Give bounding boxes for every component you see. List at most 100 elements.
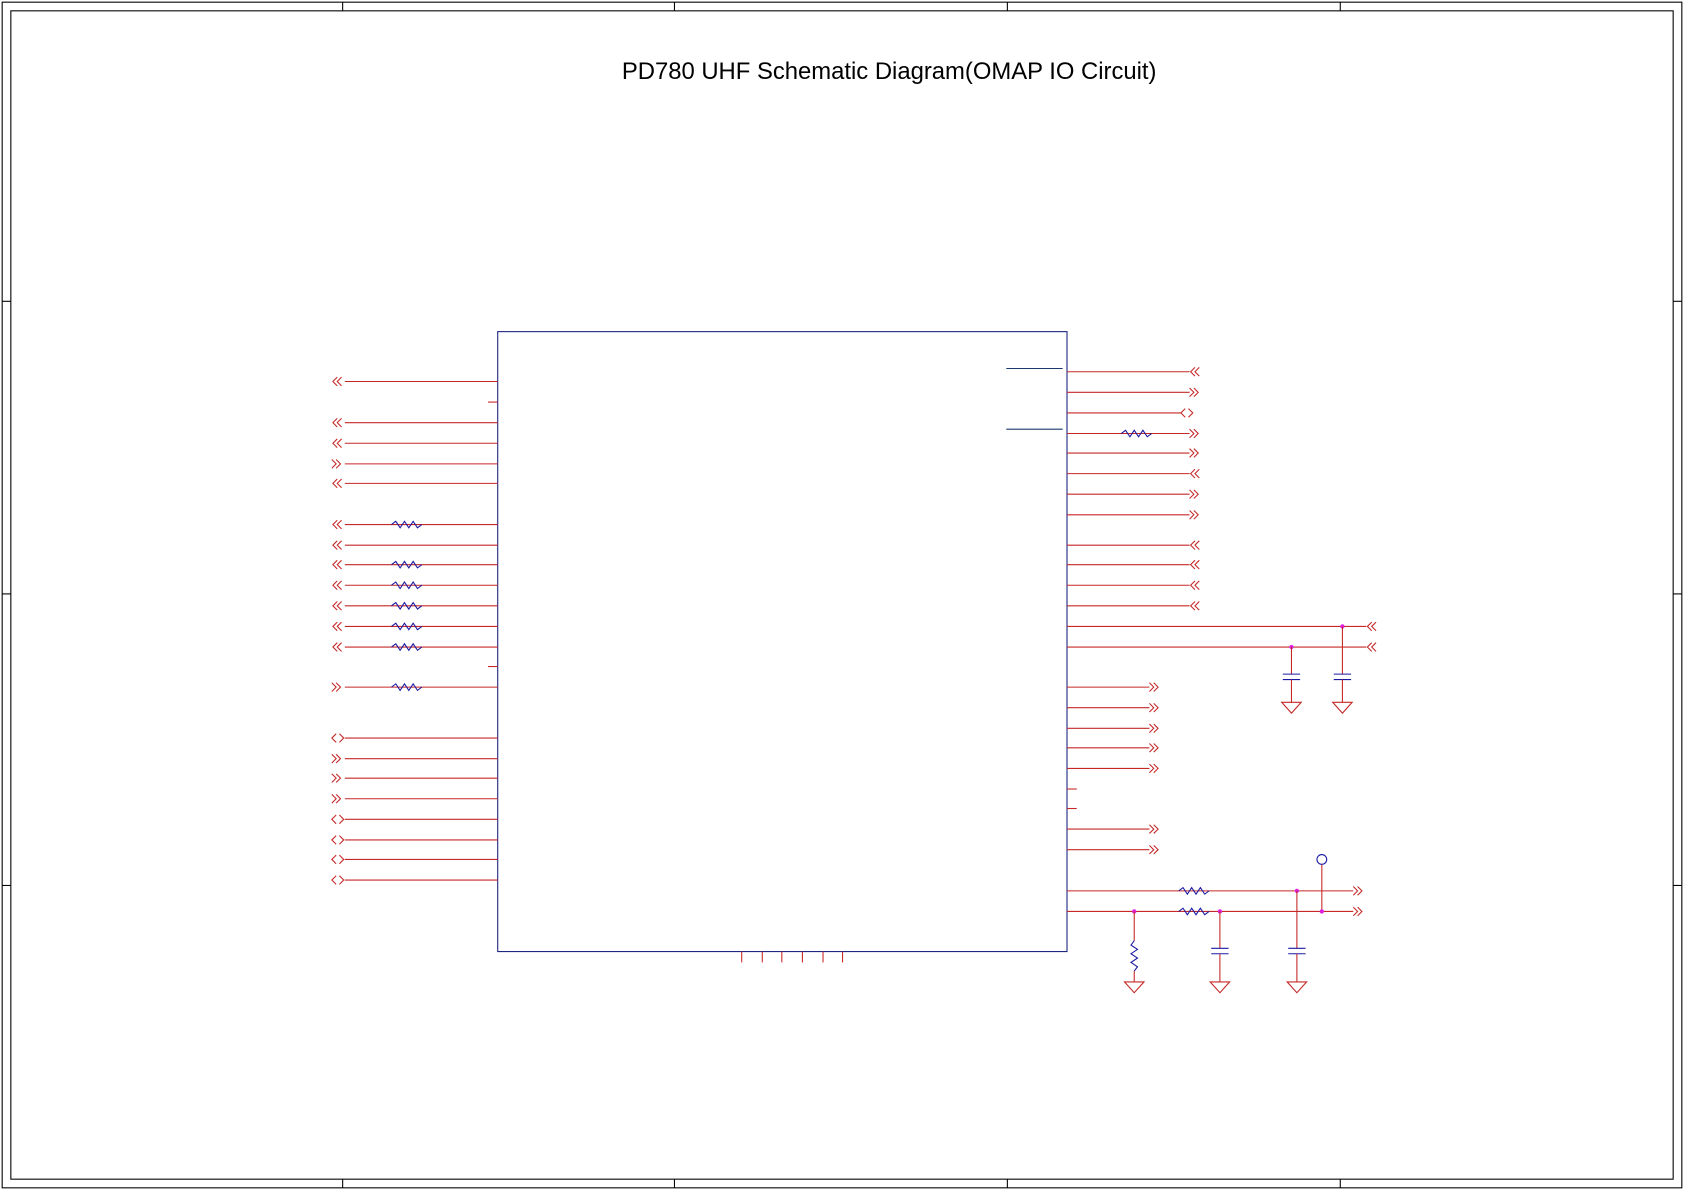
- resistor: [391, 581, 423, 590]
- port: [332, 621, 338, 632]
- port: [1193, 510, 1199, 520]
- ground: [1331, 701, 1354, 714]
- port: [335, 682, 342, 692]
- port: [1194, 559, 1200, 570]
- port: [1189, 448, 1195, 458]
- port: [1149, 702, 1155, 713]
- ground: [1285, 981, 1308, 994]
- port: [1153, 763, 1159, 774]
- title: PD780 UHF Schematic Diagram(OMAP IO Circ…: [622, 58, 1157, 85]
- port: [331, 854, 337, 865]
- port: [336, 417, 342, 428]
- port: [332, 478, 338, 489]
- port: [331, 814, 337, 825]
- port: [1194, 367, 1200, 377]
- junction: [1319, 909, 1324, 914]
- port: [336, 519, 342, 530]
- port: [1352, 886, 1359, 896]
- port: [1149, 743, 1155, 753]
- port: [339, 835, 345, 845]
- port: [1189, 510, 1195, 520]
- port: [1366, 621, 1373, 632]
- port: [331, 835, 337, 845]
- port: [1193, 428, 1199, 439]
- port: [332, 438, 338, 448]
- port: [1370, 642, 1377, 652]
- port: [1193, 448, 1199, 458]
- port: [339, 814, 345, 825]
- port: [1366, 642, 1373, 652]
- port: [1149, 723, 1155, 734]
- port: [1370, 621, 1377, 632]
- port: [331, 459, 337, 469]
- port: [1352, 906, 1359, 917]
- port: [1153, 844, 1159, 855]
- port: [1189, 580, 1196, 590]
- port: [1189, 428, 1195, 439]
- port: [332, 376, 338, 387]
- port: [1189, 468, 1196, 479]
- port: [335, 753, 342, 764]
- port: [332, 642, 338, 652]
- port: [336, 559, 342, 570]
- port: [1193, 387, 1199, 398]
- port: [332, 519, 338, 530]
- port: [1149, 844, 1155, 855]
- port: [335, 459, 342, 469]
- resistor: [391, 520, 423, 529]
- port: [1194, 580, 1200, 590]
- port: [1149, 824, 1155, 834]
- port: [336, 580, 342, 590]
- port: [331, 753, 337, 764]
- port: [1189, 540, 1196, 550]
- port: [1189, 387, 1195, 398]
- port: [1189, 367, 1196, 377]
- port: [332, 601, 338, 611]
- port: [331, 773, 337, 783]
- resistor: [1178, 907, 1210, 916]
- port: [335, 794, 342, 804]
- omap-chip: [497, 331, 1068, 953]
- port: [1189, 489, 1195, 499]
- port: [336, 376, 342, 387]
- ground: [1280, 701, 1303, 714]
- resistor: [1130, 940, 1139, 972]
- junction: [1294, 888, 1300, 894]
- resistor: [1120, 429, 1152, 438]
- resistor: [391, 682, 423, 692]
- port: [1194, 601, 1200, 611]
- port: [335, 773, 342, 783]
- port: [1180, 408, 1186, 418]
- port: [1153, 824, 1159, 834]
- port: [336, 621, 342, 632]
- port: [1149, 682, 1155, 692]
- port: [336, 438, 342, 448]
- port: [1357, 906, 1363, 917]
- port: [332, 580, 338, 590]
- port: [1357, 886, 1363, 896]
- resistor: [1178, 886, 1210, 896]
- port: [1153, 682, 1159, 692]
- port: [1153, 743, 1159, 753]
- port: [336, 642, 342, 652]
- port: [1153, 723, 1159, 734]
- inner-frame: [10, 10, 1674, 1180]
- port: [1189, 559, 1196, 570]
- port: [331, 682, 337, 692]
- port: [331, 875, 337, 885]
- port: [336, 478, 342, 489]
- ground: [1208, 981, 1231, 994]
- port: [1188, 408, 1194, 418]
- port: [339, 733, 345, 743]
- resistor: [391, 642, 423, 652]
- port: [331, 794, 337, 804]
- port: [332, 417, 338, 428]
- port: [1149, 763, 1155, 774]
- port: [336, 601, 342, 611]
- resistor: [391, 601, 423, 611]
- ground: [1123, 981, 1146, 994]
